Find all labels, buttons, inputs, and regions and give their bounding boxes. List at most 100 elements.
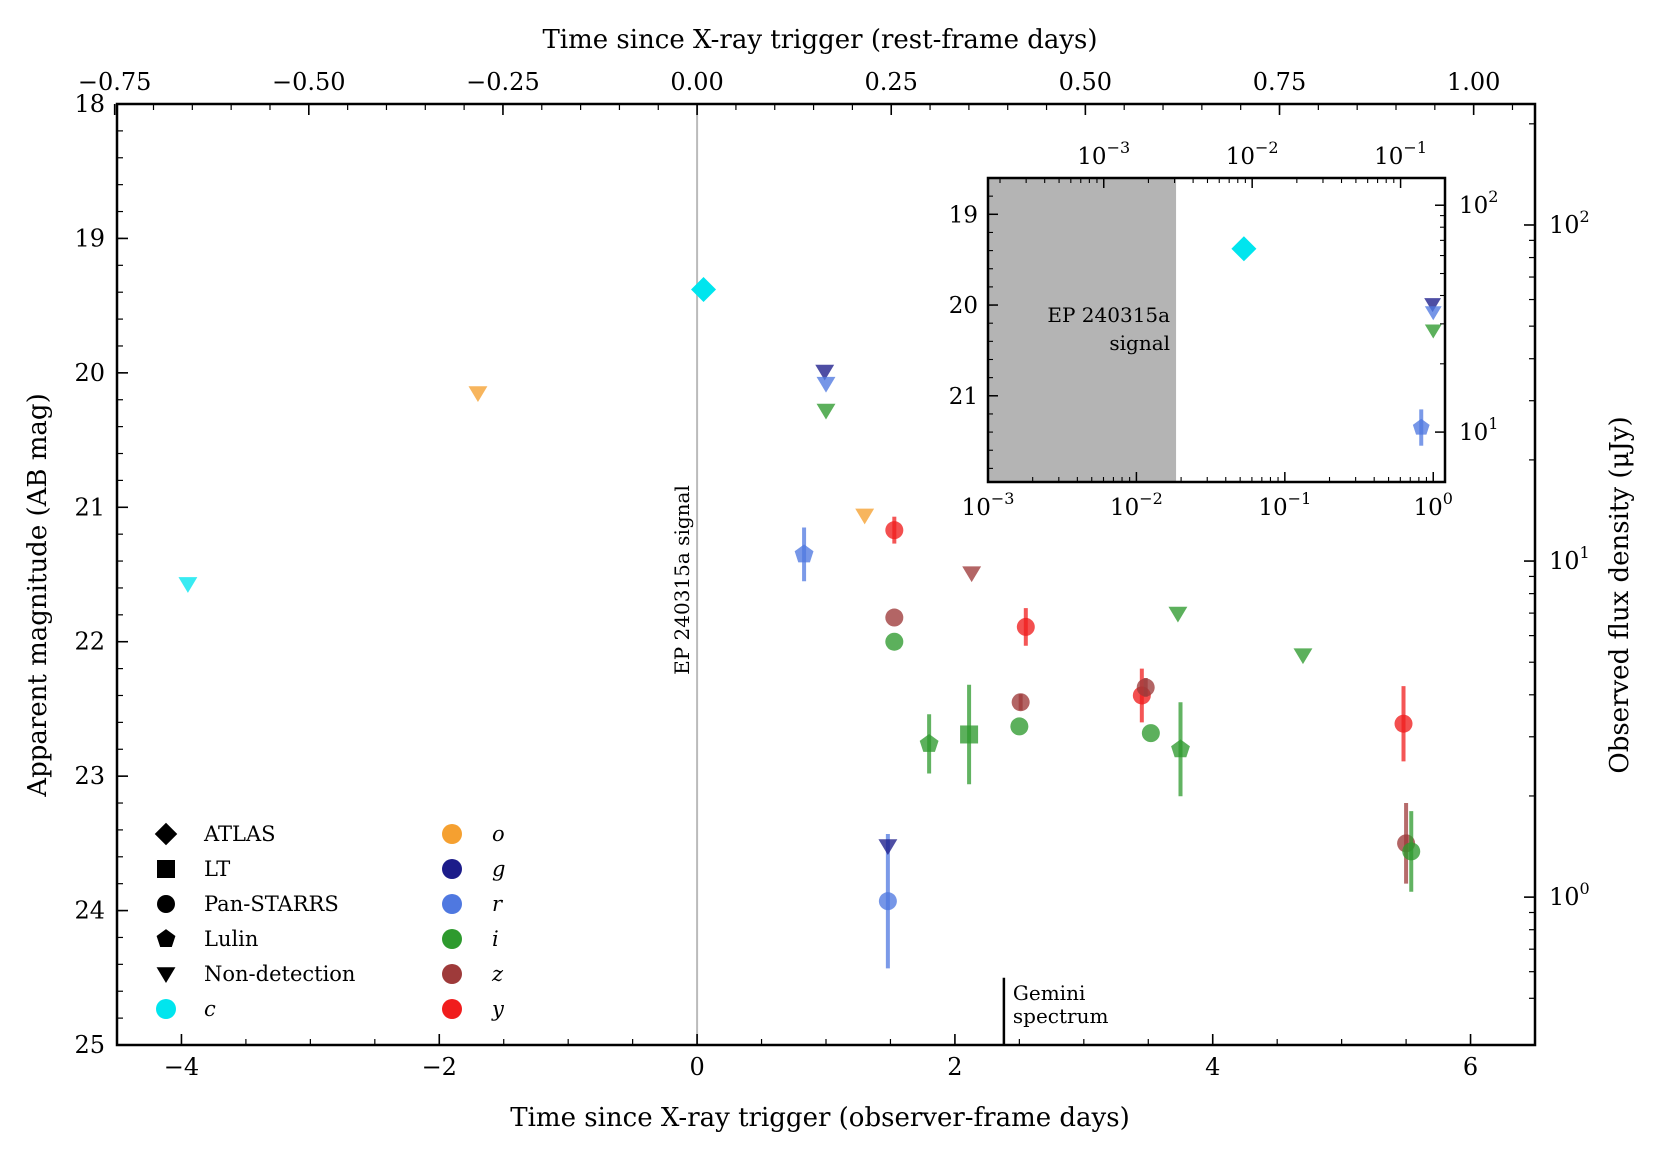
x-tick-label: 0 (689, 1053, 704, 1081)
inset-y-right-tick-label: 102 (1459, 187, 1498, 219)
x-tick-label: 4 (1205, 1053, 1220, 1081)
inset-x-top-tick-label: 10−1 (1374, 138, 1427, 170)
data-point-i (919, 733, 939, 752)
legend-label: Pan-STARRS (204, 892, 339, 916)
legend-marker-pan-starrs (157, 895, 175, 913)
data-point-i (1168, 606, 1188, 623)
legend-label: Lulin (204, 927, 258, 951)
x-axis-label: Time since X-ray trigger (observer-frame… (510, 1103, 1129, 1133)
inset-data-point-c (1231, 236, 1257, 262)
legend-marker-filter (442, 929, 462, 949)
inset-y-tick-label: 20 (949, 293, 978, 319)
x-top-axis-label: Time since X-ray trigger (rest-frame day… (542, 25, 1097, 55)
data-point-o (855, 508, 875, 525)
y-tick-label: 19 (74, 224, 105, 252)
inset-y-tick-label: 19 (949, 202, 978, 228)
data-point-r (794, 544, 814, 563)
data-point-r (816, 376, 836, 393)
legend-marker-filter (442, 999, 462, 1019)
x-top-tick-label: 0.50 (1059, 68, 1112, 96)
inset-y-right-tick-label: 101 (1459, 414, 1498, 446)
legend-label: LT (204, 857, 230, 881)
inset-frame (986, 176, 1447, 484)
y-right-tick-label: 101 (1549, 543, 1590, 575)
data-point-g (878, 839, 898, 856)
data-point-g (815, 364, 835, 381)
y-tick-label: 21 (74, 493, 105, 521)
inset-x-tick-label: 10−1 (1258, 489, 1311, 521)
legend-marker-filter (442, 894, 462, 914)
inset-shaded-label: signal (1109, 331, 1170, 355)
inset-x-tick-label: 100 (1414, 489, 1453, 521)
data-point-c (691, 277, 717, 303)
legend-label: Non-detection (204, 962, 355, 986)
data-point-i (1402, 842, 1421, 861)
x-top-tick-label: 0.75 (1253, 68, 1306, 96)
y-axis-label: Apparent magnitude (AB mag) (23, 393, 53, 797)
legend-label: g (492, 857, 505, 881)
data-point-z (1011, 693, 1030, 712)
legend-marker-filter (442, 824, 462, 844)
legend-label: i (492, 927, 499, 951)
legend-label: y (491, 997, 505, 1021)
y-tick-label: 25 (74, 1031, 105, 1059)
signal-line-label: EP 240315a signal (670, 485, 694, 675)
y-tick-label: 24 (74, 897, 105, 925)
x-tick-label: −4 (164, 1053, 199, 1081)
legend-marker-lt (157, 860, 175, 878)
legend-marker-filter (442, 859, 462, 879)
inset-edge-mask (1446, 178, 1463, 482)
x-top-tick-label: −0.25 (466, 68, 540, 96)
x-top-tick-label: 1.00 (1447, 68, 1500, 96)
inset-data-point-r (1412, 418, 1430, 435)
gemini-label: spectrum (1013, 1004, 1109, 1028)
x-top-tick-label: −0.50 (272, 68, 346, 96)
data-point-z (1136, 678, 1155, 697)
legend-marker-filter (156, 999, 176, 1019)
inset-x-top-tick-label: 10−2 (1226, 138, 1279, 170)
legend-marker-filter (442, 964, 462, 984)
y-tick-label: 23 (74, 762, 105, 790)
inset-x-tick-label: 10−2 (1110, 489, 1163, 521)
data-point-i (885, 632, 904, 651)
legend: ATLAS LT Pan-STARRS Lulin Non-detection c ogri… (154, 822, 505, 1021)
data-point-y (1394, 714, 1413, 733)
x-top-tick-label: 0.00 (670, 68, 723, 96)
legend-marker-lulin (156, 929, 176, 948)
inset-shaded-label: EP 240315a (1047, 303, 1170, 327)
inset-data-point-i (1424, 324, 1442, 339)
inset-y-tick-label: 21 (949, 384, 978, 410)
y-right-tick-label: 100 (1549, 879, 1590, 911)
data-point-i (1010, 717, 1029, 736)
legend-label: r (492, 892, 504, 916)
y-tick-label: 22 (74, 628, 105, 656)
x-top-tick-label: 0.25 (865, 68, 918, 96)
data-point-i (1141, 724, 1160, 743)
data-point-o (468, 386, 488, 403)
y-right-tick-label: 102 (1549, 207, 1590, 239)
legend-label: ATLAS (203, 822, 276, 846)
legend-label: o (492, 822, 505, 846)
legend-label: z (491, 962, 504, 986)
x-top-tick-label: −0.75 (78, 68, 152, 96)
gemini-label: Gemini (1013, 981, 1085, 1005)
legend-marker-non-detection (156, 967, 176, 983)
data-point-y (1016, 617, 1035, 636)
y-right-axis-label: Observed flux density (μJy) (1605, 416, 1635, 773)
inset-data-point-r (1424, 306, 1442, 321)
data-point-i (960, 725, 979, 744)
inset-x-top-tick-label: 10−3 (1077, 138, 1130, 170)
y-tick-label: 18 (74, 90, 105, 118)
inset-plot: EP 240315a signal 10−3 10−2 10−1 100 10−3 10−2 1… (949, 138, 1499, 521)
x-tick-label: −2 (422, 1053, 457, 1081)
y-tick-label: 20 (74, 359, 105, 387)
data-point-z (962, 566, 982, 583)
data-point-z (885, 608, 904, 627)
data-point-i (1171, 739, 1190, 758)
data-point-i (816, 403, 836, 420)
legend-marker-atlas (154, 822, 178, 846)
data-point-y (885, 521, 904, 540)
inset-data-point-g (1424, 298, 1442, 313)
